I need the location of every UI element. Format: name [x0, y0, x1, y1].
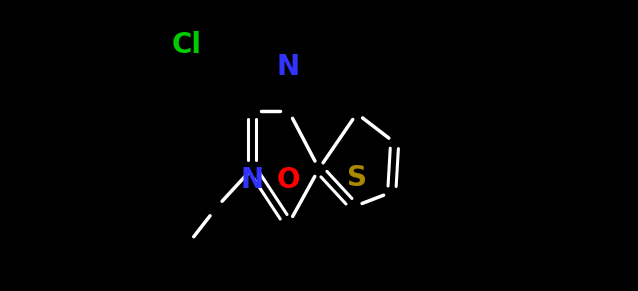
Text: N: N — [277, 53, 300, 81]
Text: N: N — [241, 166, 263, 194]
Text: S: S — [347, 164, 367, 191]
Text: Cl: Cl — [172, 31, 202, 59]
Text: O: O — [277, 166, 300, 194]
